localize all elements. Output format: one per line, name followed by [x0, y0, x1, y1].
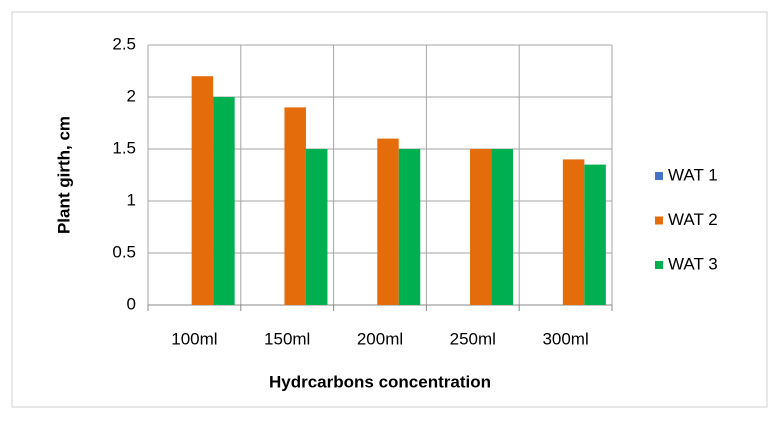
y-tick-label: 1.5 — [112, 138, 136, 157]
y-axis-label: Plant girth, cm — [54, 116, 73, 234]
legend-label: WAT 3 — [668, 254, 718, 273]
legend-swatch — [655, 216, 663, 225]
x-tick-label: 150ml — [264, 329, 310, 348]
bar — [470, 149, 492, 305]
legend-swatch — [655, 261, 663, 269]
bar — [213, 97, 235, 305]
y-tick-label: 0.5 — [112, 242, 136, 261]
y-tick-label: 0 — [127, 294, 136, 313]
x-tick-label: 300ml — [542, 329, 588, 348]
legend-swatch — [655, 172, 663, 180]
bar — [562, 159, 585, 305]
x-tick-label: 100ml — [171, 329, 217, 348]
x-tick-label: 200ml — [357, 329, 403, 348]
bar — [191, 76, 214, 305]
bar — [305, 149, 328, 305]
y-tick-label: 2 — [127, 86, 136, 105]
x-tick-label: 250ml — [450, 329, 496, 348]
y-tick-label: 2.5 — [112, 34, 136, 53]
y-tick-label: 1 — [127, 190, 136, 209]
bar — [398, 149, 421, 305]
x-axis-label: Hydrcarbons concentration — [269, 372, 491, 391]
bar — [377, 138, 399, 305]
legend-label: WAT 1 — [668, 165, 718, 184]
bar — [491, 149, 514, 305]
legend-label: WAT 2 — [668, 210, 718, 229]
bar — [584, 164, 606, 305]
bar — [284, 107, 306, 306]
